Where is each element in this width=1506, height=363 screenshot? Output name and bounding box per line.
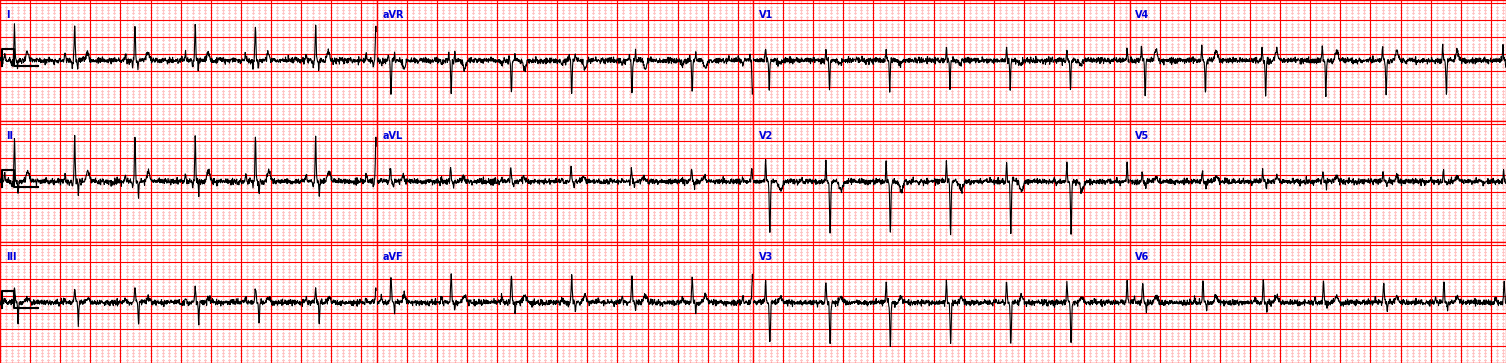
Text: III: III xyxy=(6,252,17,262)
Text: aVR: aVR xyxy=(383,10,404,20)
Text: V4: V4 xyxy=(1136,10,1149,20)
Text: V5: V5 xyxy=(1136,131,1149,141)
Text: V3: V3 xyxy=(759,252,773,262)
Text: aVL: aVL xyxy=(383,131,402,141)
Text: V1: V1 xyxy=(759,10,773,20)
Text: I: I xyxy=(6,10,9,20)
Text: V2: V2 xyxy=(759,131,773,141)
Text: V6: V6 xyxy=(1136,252,1149,262)
Text: aVF: aVF xyxy=(383,252,402,262)
Text: II: II xyxy=(6,131,12,141)
